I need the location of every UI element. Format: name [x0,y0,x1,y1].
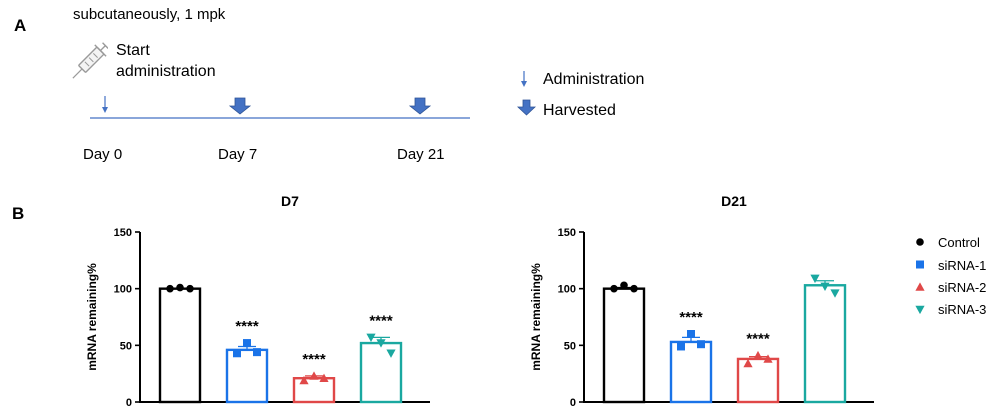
y-tick-label: 100 [558,284,576,296]
data-point [299,375,309,385]
significance-label: **** [302,351,326,368]
bar-siRNA-1 [669,340,713,404]
data-point [763,354,773,363]
legend-marker-sirna-3 [915,305,925,315]
day-0-label: Day 0 [83,146,123,163]
legend-harvested-text: Harvested [543,102,616,119]
y-tick-label: 50 [120,340,132,352]
harvest-arrow-icon [408,97,432,115]
day-21-label: Day 21 [397,146,445,163]
y-tick-label: 100 [114,284,132,296]
panel-a-label: A [14,16,27,35]
chart-title: D7 [281,193,299,209]
bar-Control [158,287,202,404]
data-point [697,340,705,349]
y-tick-label: 150 [558,227,576,239]
y-axis-label: mRNA remaining% [85,263,99,371]
y-tick-label: 150 [114,227,132,239]
bar-siRNA-3 [803,284,847,404]
bar-Control [602,287,646,404]
data-point [376,339,386,348]
data-point [366,333,376,342]
legend-item-sirna-1: siRNA-1 [938,258,987,273]
data-point [610,284,618,293]
significance-label: **** [369,312,393,329]
data-point [166,284,174,293]
start-label: Start [116,42,150,59]
significance-label: **** [746,331,770,348]
legend-item-sirna-3: siRNA-3 [938,302,987,317]
legend-marker-sirna-1 [916,260,924,269]
y-axis-label: mRNA remaining% [529,263,543,371]
timeline [90,96,470,119]
data-point [753,350,763,360]
legend-marker-sirna-2 [915,282,925,291]
data-point [186,284,194,293]
bar-siRNA-2 [736,357,780,404]
data-point [820,282,830,291]
legend-item-control: Control [938,235,980,250]
panel-b-label: B [12,204,25,223]
harvest-arrow-icon [228,97,252,115]
legend-item-sirna-2: siRNA-2 [938,280,987,295]
data-point [176,283,184,292]
significance-label: **** [679,309,703,326]
y-tick-label: 0 [570,397,576,409]
data-point [810,274,820,284]
bar-siRNA-3 [359,341,403,404]
data-point [630,284,638,293]
y-tick-label: 0 [126,397,132,409]
legend-administration-text: Administration [543,71,645,88]
data-point [253,348,261,357]
day-7-label: Day 7 [218,146,258,163]
administration-legend-icon [521,71,527,87]
administration-arrow-icon [102,96,108,113]
harvested-legend-icon [516,99,537,116]
data-point [319,373,329,382]
significance-label: **** [235,318,259,335]
dose-text: subcutaneously, 1 mpk [73,6,226,23]
data-point [687,330,695,338]
chart-d21: D21 mRNA remaining% 0 50 100 150 **** **** [529,193,874,409]
panel-a-legend-icons [516,71,537,116]
chart-d7: D7 mRNA remaining% 0 50 100 150 **** **** **** [85,193,430,409]
chart-title: D21 [721,193,747,209]
data-point [677,342,685,351]
data-point [309,371,319,380]
bar-siRNA-1 [225,348,269,404]
legend-marker-control [916,238,924,246]
data-point [233,349,241,358]
syringe-icon [72,42,108,79]
data-point [386,349,396,358]
data-point [743,358,753,368]
data-point [620,281,628,290]
administration-label: administration [116,63,216,80]
data-point [243,339,251,348]
y-tick-label: 50 [564,340,576,352]
chart-legend: Control siRNA-1 siRNA-2 siRNA-3 [912,232,998,322]
data-point [830,289,840,298]
